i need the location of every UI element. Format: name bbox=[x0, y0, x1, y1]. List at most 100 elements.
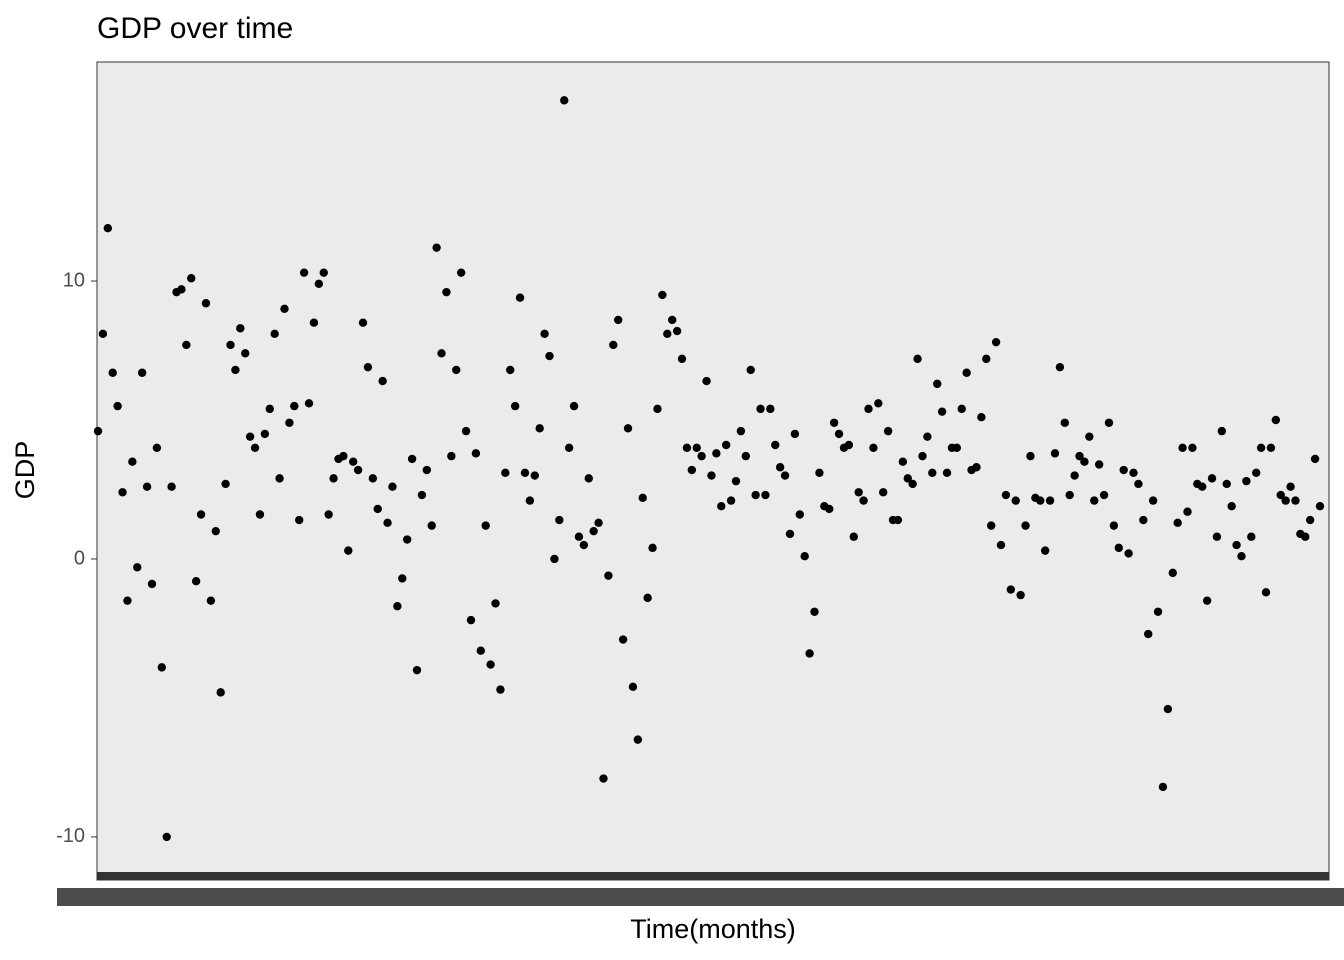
plot-panel bbox=[96, 61, 1330, 881]
point bbox=[589, 526, 598, 536]
point bbox=[1124, 549, 1133, 558]
point bbox=[1114, 543, 1123, 553]
point bbox=[555, 515, 564, 525]
point bbox=[245, 432, 255, 441]
point bbox=[339, 451, 348, 461]
point bbox=[991, 337, 1001, 347]
point bbox=[368, 474, 378, 483]
point bbox=[388, 482, 397, 491]
point bbox=[1094, 460, 1104, 469]
point bbox=[1016, 590, 1025, 600]
point bbox=[1271, 415, 1281, 425]
point bbox=[986, 521, 996, 530]
y-tick-label: 0 bbox=[74, 547, 85, 569]
point bbox=[378, 376, 387, 386]
point bbox=[412, 665, 422, 675]
point bbox=[285, 418, 294, 427]
point bbox=[1075, 451, 1084, 461]
point bbox=[550, 554, 559, 564]
point bbox=[707, 471, 716, 480]
point bbox=[628, 682, 638, 692]
point bbox=[250, 443, 260, 452]
point bbox=[299, 268, 309, 277]
point bbox=[442, 287, 451, 297]
point bbox=[417, 490, 427, 500]
point bbox=[540, 329, 549, 339]
point bbox=[933, 379, 942, 389]
point bbox=[501, 468, 510, 478]
point bbox=[780, 471, 790, 480]
x-axis-title: Time(months) bbox=[630, 914, 796, 944]
point bbox=[1129, 468, 1138, 478]
point bbox=[142, 482, 152, 491]
point bbox=[1261, 588, 1271, 597]
point bbox=[682, 443, 692, 452]
point bbox=[530, 471, 539, 480]
point bbox=[510, 401, 520, 411]
point bbox=[805, 649, 814, 658]
point bbox=[633, 735, 643, 744]
point bbox=[962, 368, 971, 377]
point bbox=[1256, 443, 1266, 452]
point bbox=[108, 368, 117, 377]
point bbox=[265, 404, 274, 414]
point bbox=[584, 474, 593, 483]
point bbox=[1153, 607, 1163, 616]
point bbox=[623, 424, 633, 433]
point bbox=[422, 465, 432, 475]
point bbox=[187, 274, 196, 283]
point bbox=[859, 496, 868, 505]
point bbox=[721, 440, 731, 450]
point bbox=[1104, 418, 1114, 427]
point bbox=[1011, 496, 1020, 505]
point bbox=[893, 515, 903, 525]
point bbox=[1163, 704, 1173, 714]
point bbox=[191, 577, 201, 586]
point bbox=[201, 299, 211, 308]
point bbox=[1237, 551, 1246, 561]
point bbox=[849, 532, 858, 541]
point bbox=[1036, 496, 1045, 505]
point bbox=[432, 243, 441, 252]
point bbox=[618, 635, 628, 644]
point bbox=[353, 465, 363, 475]
y-tick-label: -10 bbox=[56, 825, 85, 847]
point bbox=[874, 399, 883, 408]
point bbox=[1060, 418, 1070, 427]
point bbox=[545, 351, 554, 361]
point bbox=[726, 496, 736, 505]
point bbox=[854, 488, 863, 497]
point bbox=[667, 315, 677, 325]
point bbox=[437, 349, 446, 358]
point bbox=[314, 279, 324, 289]
point bbox=[923, 432, 932, 441]
point bbox=[692, 443, 701, 452]
point bbox=[903, 474, 912, 483]
point bbox=[982, 354, 991, 364]
point bbox=[226, 340, 235, 350]
point bbox=[1090, 496, 1099, 505]
point bbox=[1119, 465, 1128, 475]
point bbox=[1286, 482, 1295, 491]
point bbox=[231, 365, 240, 375]
point bbox=[1065, 490, 1074, 500]
point bbox=[761, 490, 770, 500]
point bbox=[358, 318, 368, 327]
point bbox=[736, 426, 746, 436]
point bbox=[363, 362, 373, 372]
point bbox=[1207, 474, 1217, 483]
point bbox=[1232, 540, 1241, 550]
point bbox=[638, 493, 647, 503]
point bbox=[393, 602, 402, 611]
point bbox=[825, 504, 834, 514]
point bbox=[771, 440, 780, 450]
point bbox=[1198, 482, 1207, 491]
point bbox=[712, 449, 721, 458]
point bbox=[658, 290, 667, 300]
point bbox=[864, 404, 873, 414]
point bbox=[1310, 454, 1320, 464]
point bbox=[977, 413, 986, 422]
point bbox=[775, 463, 785, 472]
point bbox=[295, 515, 304, 525]
